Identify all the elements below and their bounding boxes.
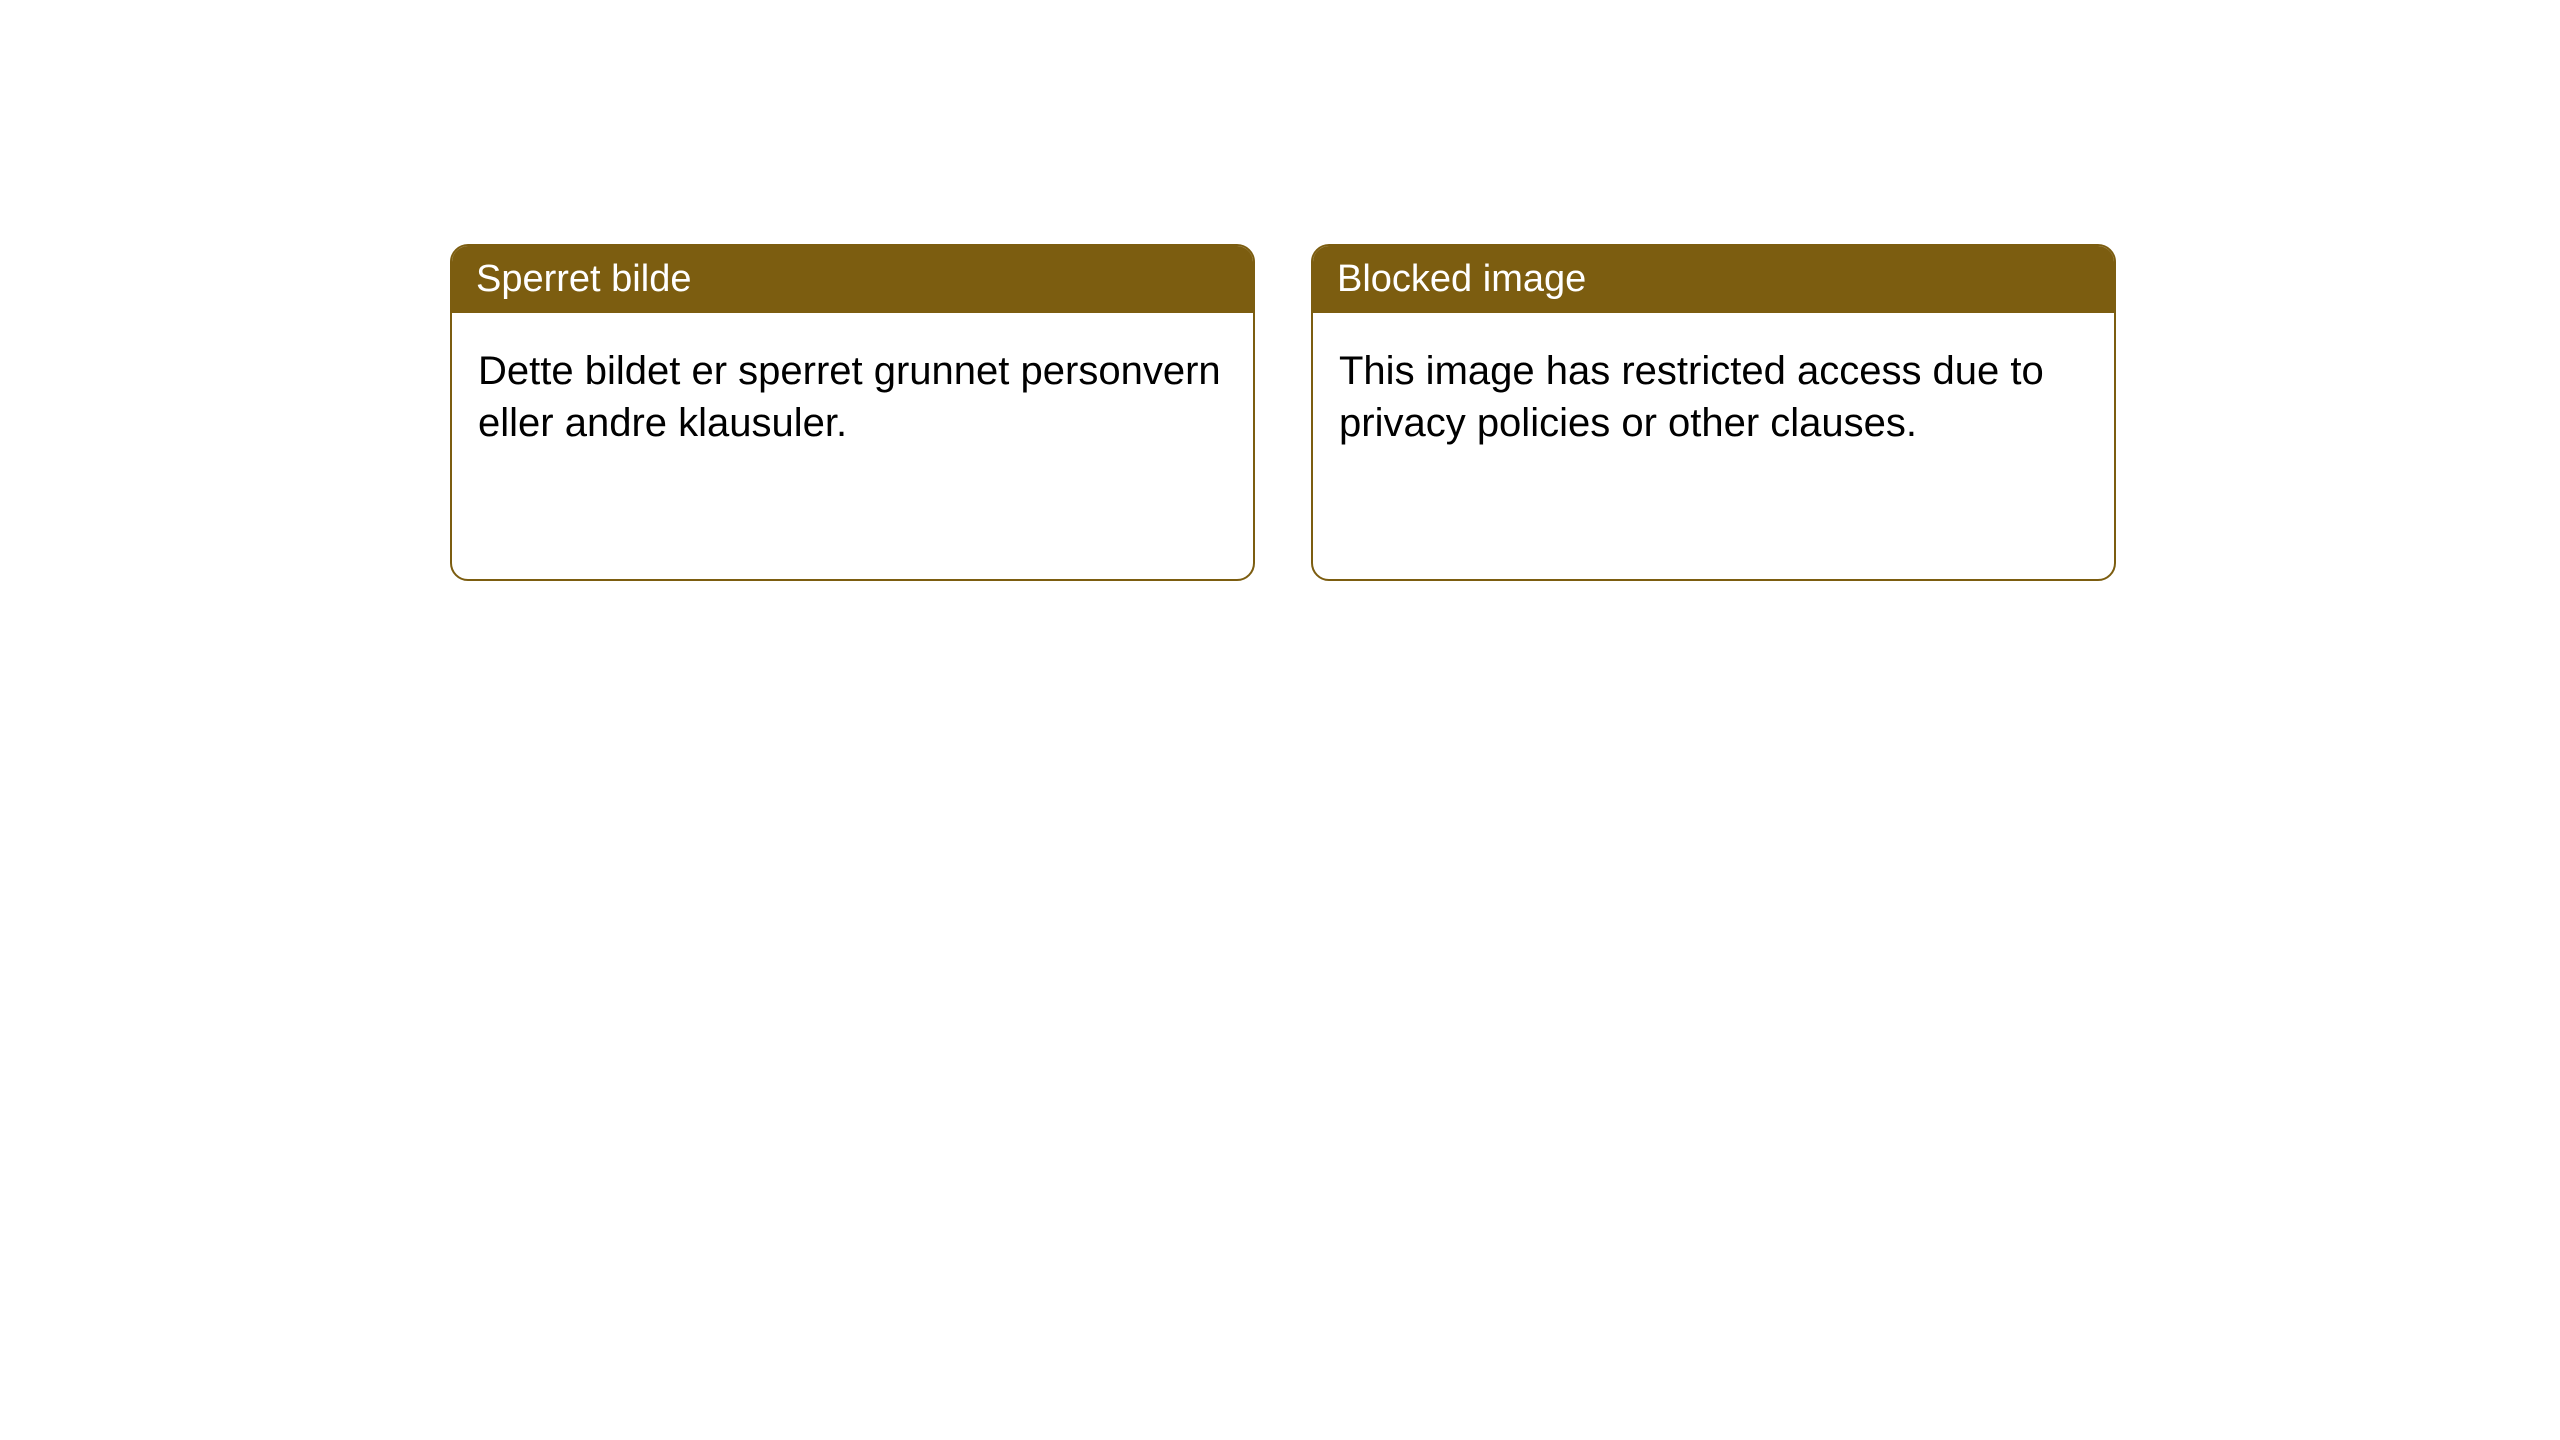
notice-title: Blocked image [1313, 246, 2114, 313]
notice-body: This image has restricted access due to … [1313, 313, 2114, 481]
notice-card-english: Blocked image This image has restricted … [1311, 244, 2116, 581]
notice-container: Sperret bilde Dette bildet er sperret gr… [450, 244, 2116, 581]
notice-title: Sperret bilde [452, 246, 1253, 313]
notice-body: Dette bildet er sperret grunnet personve… [452, 313, 1253, 481]
notice-card-norwegian: Sperret bilde Dette bildet er sperret gr… [450, 244, 1255, 581]
